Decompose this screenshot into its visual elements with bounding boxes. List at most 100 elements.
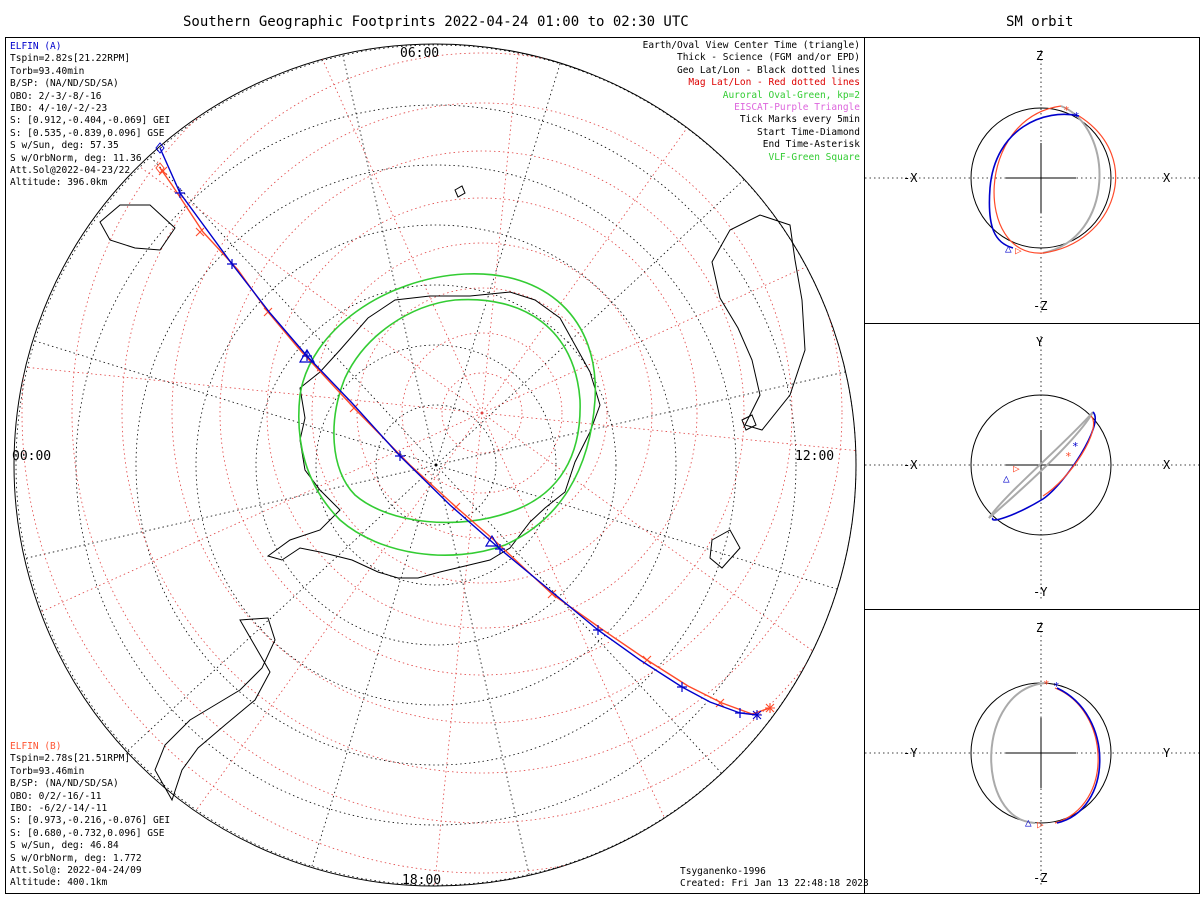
elfin-b-tick-7 [715, 698, 725, 708]
legend-item-2: Geo Lat/Lon - Black dotted lines [676, 64, 860, 76]
sm-mark-0: * [1072, 440, 1079, 453]
elfin-b-tick-5 [547, 589, 557, 599]
elfin-a-track [159, 147, 758, 716]
legend-item-8: End Time-Asterisk [762, 139, 860, 151]
sm-axis-label-3: -Y [1033, 585, 1048, 599]
mag-circle-5 [219, 150, 745, 676]
elfin-b-tick-4 [451, 502, 461, 512]
geo-meridian-1 [435, 464, 723, 775]
sm-axis-label-2: X [1163, 458, 1171, 472]
elfin-b-info-line-9: Att.Sol@: 2022-04-24/09 [10, 865, 142, 877]
footprint-tracks [155, 142, 775, 720]
sm-orbit-xy-panel: * * △ ▷ Y -X X -Y [864, 323, 1200, 610]
elfin-a-info-line-9: Att.Sol@2022-04-23/22 [10, 165, 131, 177]
elfin-b-info: ELFIN (B) Tspin=2.78s[21.51RPM] Torb=93.4… [10, 741, 170, 890]
elfin-a-name: ELFIN (A) [10, 41, 62, 52]
legend-item-6: Tick Marks every 5min [739, 114, 860, 126]
elfin-b-info-line-2: B/SP: (NA/ND/SD/SA) [10, 778, 119, 790]
elfin-b-info-line-1: Torb=93.46min [10, 765, 85, 777]
sm-axis-label-2: Y [1163, 746, 1171, 760]
geo-meridian-2 [435, 464, 530, 876]
elfin-a-info-line-10: Altitude: 396.0km [10, 177, 108, 189]
elfin-a-info-line-2: B/SP: (NA/ND/SD/SA) [10, 78, 119, 90]
elfin-a-tick-5 [593, 625, 603, 635]
sm-orbit-yz: ** △ ▷ Z -Y Y -Z [865, 621, 1200, 885]
elfin-b-info-line-10: Altitude: 400.1km [10, 877, 108, 889]
footer: Tsyganenko-1996 Created: Fri Jan 13 22:4… [680, 866, 869, 891]
geo-circle-4 [135, 164, 737, 766]
sm-orbit-curve-1 [1054, 687, 1099, 824]
legend-item-1: Thick - Science (FGM and/or EPD) [676, 52, 860, 64]
mag-circle-6 [171, 102, 793, 724]
hour-label-right: 12:00 [795, 449, 834, 464]
mag-circle-1 [401, 332, 563, 494]
sm-axis-label-3: -Z [1033, 871, 1047, 885]
geo-meridian-7 [149, 155, 437, 466]
elfin-a-info-line-7: S w/Sun, deg: 57.35 [10, 140, 119, 152]
elfin-a-tick-3 [395, 451, 405, 461]
geo-circle-5 [75, 104, 797, 826]
coastline-0 [266, 291, 601, 579]
elfin-b-info-line-4: IBO: -6/2/-14/-11 [10, 803, 108, 815]
sm-mark-3: ▷ [1037, 818, 1044, 831]
sm-orbit-curve-2 [1042, 415, 1094, 497]
mag-meridian-4 [178, 412, 483, 836]
geo-meridian-10 [435, 178, 746, 466]
elfin-b-info-line-3: OBO: 0/2/-16/-11 [10, 790, 102, 802]
sm-earth-circle [970, 394, 1112, 536]
side-title: SM orbit [1006, 14, 1074, 30]
legend-item-9: VLF-Green Square [768, 151, 860, 163]
elfin-b-info-line-6: S: [0.680,-0.732,0.096] GSE [10, 827, 165, 839]
sm-earth-circle [970, 107, 1112, 249]
elfin-a-info: ELFIN (A) Tspin=2.82s[21.22RPM] Torb=93.4… [10, 41, 170, 190]
elfin-a-center-triangle [298, 348, 316, 363]
sm-axis-label-2: X [1163, 171, 1171, 185]
sm-orbit-curve-1 [991, 411, 1096, 521]
mag-circle-8 [71, 44, 856, 824]
elfin-a-start-diamond [155, 142, 165, 154]
main-title: Southern Geographic Footprints 2022-04-2… [183, 14, 689, 30]
hour-label-bottom: 18:00 [402, 873, 441, 888]
sm-axis-label-1: -Y [903, 746, 918, 760]
geo-meridian-6 [33, 340, 437, 466]
aurora-oval-inner [333, 298, 581, 524]
legend: Earth/Oval View Center Time (triangle) Th… [643, 40, 860, 164]
created-label: Created: Fri Jan 13 22:48:18 2023 [680, 878, 869, 890]
elfin-a-info-line-3: OBO: 2/-3/-8/-16 [10, 90, 102, 102]
geo-meridian-8 [342, 54, 437, 466]
coastline-2 [99, 204, 176, 251]
geo-meridian-9 [435, 62, 561, 466]
sm-orbit-xz: ** △ ▷ Z -X X -Z [865, 49, 1200, 313]
elfin-a-info-line-5: S: [0.912,-0.404,-0.069] GEI [10, 115, 171, 127]
aurora-oval-outer [297, 273, 597, 556]
elfin-a-info-line-1: Torb=93.40min [10, 65, 85, 77]
elfin-b-end-asterisk [765, 703, 775, 713]
mag-circle-3 [311, 242, 653, 584]
sm-mark-3: ▷ [1013, 462, 1020, 475]
elfin-b-info-line-7: S w/Sun, deg: 46.84 [10, 840, 119, 852]
auroral-ovals [297, 273, 597, 556]
elfin-a-info-line-6: S: [0.535,-0.839,0.096] GSE [10, 127, 165, 139]
geo-circle-3 [195, 224, 677, 706]
globe-outline [13, 43, 857, 887]
mag-meridian-6 [14, 360, 483, 414]
elfin-b-tick-0 [158, 166, 168, 176]
sm-mark-0: * [1053, 680, 1060, 693]
elfin-b-info-line-8: S w/OrbNorm, deg: 1.772 [10, 852, 142, 864]
mag-circle-2 [356, 287, 608, 539]
elfin-a-tick-4 [495, 544, 505, 554]
mag-meridian-2 [481, 412, 697, 886]
elfin-b-info-line-5: S: [0.973,-0.216,-0.076] GEI [10, 815, 171, 827]
elfin-b-name: ELFIN (B) [10, 741, 62, 752]
geo-meridian-11 [435, 371, 847, 466]
elfin-a-info-line-4: IBO: 4/-10/-2/-23 [10, 103, 108, 115]
sm-mark-2: △ [1005, 242, 1012, 255]
sm-mark-1: * [1043, 678, 1050, 691]
mag-circle-4 [266, 197, 698, 629]
footprint-map: 06:00 00:00 12:00 18:00 [12, 43, 857, 888]
sm-mark-1: * [1065, 450, 1072, 463]
sm-axis-label-0: Z [1036, 621, 1043, 635]
elfin-a-tick-7 [735, 708, 745, 718]
elfin-b-track [159, 167, 771, 715]
legend-item-0: Earth/Oval View Center Time (triangle) [642, 40, 860, 51]
